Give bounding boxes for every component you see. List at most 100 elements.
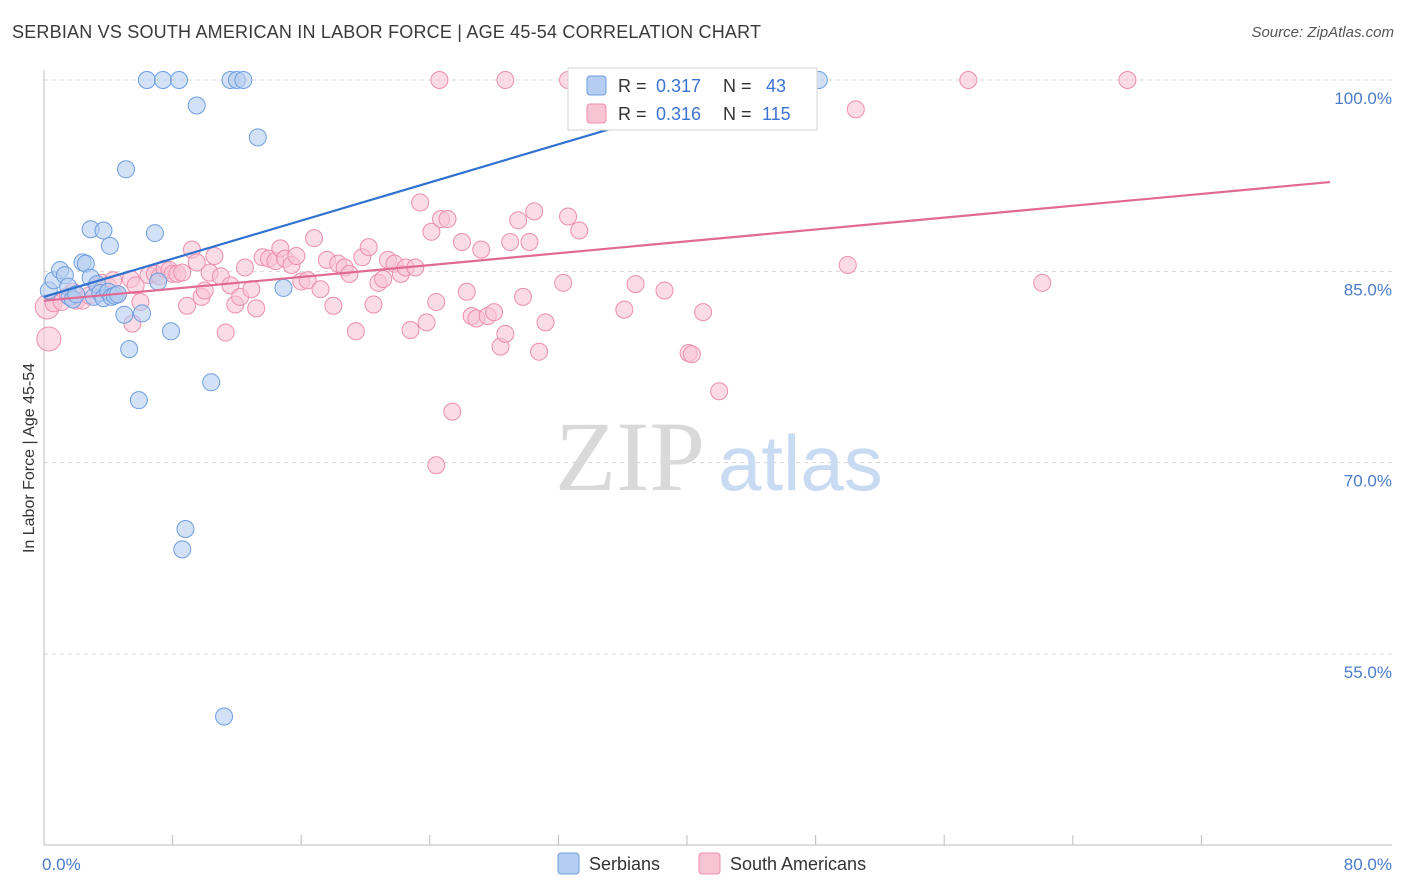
y-tick-labels: 55.0% 70.0% 85.0% 100.0% bbox=[1334, 89, 1392, 682]
south-american-point-26 bbox=[178, 296, 197, 315]
south-american-point-38 bbox=[235, 258, 254, 277]
south-american-point-51 bbox=[311, 280, 330, 299]
legend-n-label-2: N = bbox=[723, 104, 752, 124]
legend-r-label-2: R = bbox=[618, 104, 647, 124]
legend-r-label-1: R = bbox=[618, 76, 647, 96]
south-american-point-1 bbox=[36, 326, 62, 352]
watermark: ZIP atlas bbox=[555, 401, 883, 512]
south-american-point-84 bbox=[496, 324, 515, 343]
bottom-legend-swatch-serbians bbox=[557, 852, 580, 875]
south-american-point-88 bbox=[520, 232, 539, 251]
y-tick-label-55: 55.0% bbox=[1344, 663, 1392, 682]
serbian-point-25 bbox=[129, 391, 148, 410]
serbian-point-30 bbox=[153, 71, 172, 89]
south-american-point-28 bbox=[187, 253, 206, 272]
chart-title: SERBIAN VS SOUTH AMERICAN IN LABOR FORCE… bbox=[12, 22, 762, 42]
watermark-zip: ZIP bbox=[555, 401, 705, 512]
south-american-point-87 bbox=[514, 287, 533, 306]
serbian-point-27 bbox=[137, 71, 156, 89]
legend-r-value-1: 0.317 bbox=[656, 76, 701, 96]
south-american-point-57 bbox=[346, 322, 365, 341]
south-american-point-80 bbox=[472, 240, 491, 259]
bottom-legend-serbians: Serbians bbox=[589, 854, 660, 874]
south-american-point-105 bbox=[710, 382, 729, 401]
south-american-point-77 bbox=[457, 282, 476, 301]
legend-n-label-1: N = bbox=[723, 76, 752, 96]
south-american-point-107 bbox=[846, 100, 865, 119]
watermark-atlas: atlas bbox=[718, 419, 883, 507]
serbian-point-29 bbox=[149, 272, 168, 291]
south-american-point-74 bbox=[438, 210, 457, 229]
x-ticks bbox=[172, 835, 1202, 845]
south-american-point-47 bbox=[287, 247, 306, 266]
south-american-point-103 bbox=[682, 345, 701, 364]
south-american-point-96 bbox=[430, 71, 449, 89]
south-american-points bbox=[34, 71, 1137, 475]
south-american-point-89 bbox=[525, 202, 544, 221]
south-american-point-97 bbox=[496, 71, 515, 89]
south-american-point-100 bbox=[626, 275, 645, 294]
south-american-trend-line bbox=[43, 180, 1331, 302]
legend-n-value-2: 115 bbox=[762, 104, 791, 124]
serbian-point-40 bbox=[234, 71, 253, 89]
serbian-point-35 bbox=[187, 96, 206, 115]
serbian-point-33 bbox=[173, 540, 192, 559]
legend-frame bbox=[567, 67, 818, 131]
legend-box: R = 0.317 N = 43 R = 0.316 N = 115 bbox=[567, 67, 818, 131]
south-american-point-92 bbox=[554, 273, 573, 292]
serbian-point-23 bbox=[115, 305, 134, 324]
legend-n-value-1: 43 bbox=[766, 76, 786, 96]
bottom-legend-south-americans: South Americans bbox=[730, 854, 866, 874]
y-axis-label: In Labor Force | Age 45-54 bbox=[21, 363, 38, 553]
serbian-point-22 bbox=[116, 160, 135, 179]
south-american-point-53 bbox=[324, 296, 343, 315]
south-american-point-16 bbox=[126, 276, 145, 295]
south-american-point-93 bbox=[559, 207, 578, 226]
south-american-point-110 bbox=[1118, 71, 1137, 89]
south-american-point-109 bbox=[1033, 273, 1052, 292]
south-american-point-69 bbox=[411, 193, 430, 212]
south-american-point-94 bbox=[570, 221, 589, 240]
south-american-point-91 bbox=[536, 313, 555, 332]
legend-swatch-south-americans bbox=[586, 103, 607, 124]
south-american-point-72 bbox=[427, 292, 446, 311]
south-american-point-71 bbox=[422, 222, 441, 241]
serbian-point-41 bbox=[248, 128, 267, 147]
south-american-point-82 bbox=[485, 303, 504, 322]
south-american-point-70 bbox=[417, 313, 436, 332]
south-american-point-101 bbox=[655, 281, 674, 300]
south-american-point-34 bbox=[216, 323, 235, 342]
south-american-point-25 bbox=[173, 263, 192, 282]
serbian-point-21 bbox=[100, 236, 119, 255]
south-american-point-95 bbox=[427, 456, 446, 475]
south-american-point-106 bbox=[838, 255, 857, 274]
south-american-point-67 bbox=[401, 321, 420, 340]
serbian-point-34 bbox=[176, 519, 195, 538]
serbian-point-24 bbox=[120, 340, 139, 359]
south-american-point-59 bbox=[359, 238, 378, 257]
legend-r-value-2: 0.316 bbox=[656, 104, 701, 124]
south-american-point-99 bbox=[615, 300, 634, 319]
serbian-point-31 bbox=[161, 322, 180, 341]
south-american-point-62 bbox=[374, 269, 393, 288]
serbian-point-28 bbox=[145, 224, 164, 243]
serbian-point-37 bbox=[215, 707, 234, 726]
south-american-point-90 bbox=[530, 342, 549, 361]
legend-swatch-serbians bbox=[586, 75, 607, 96]
axes bbox=[43, 70, 1392, 846]
serbian-point-36 bbox=[202, 373, 221, 392]
south-american-point-60 bbox=[364, 295, 383, 314]
south-american-point-108 bbox=[959, 71, 978, 89]
south-american-point-85 bbox=[501, 232, 520, 251]
x-tick-label-max: 80.0% bbox=[1344, 855, 1392, 874]
south-american-point-35 bbox=[221, 276, 240, 295]
south-american-point-40 bbox=[247, 299, 266, 318]
south-american-point-76 bbox=[452, 232, 471, 251]
south-american-point-32 bbox=[205, 247, 224, 266]
south-american-point-39 bbox=[242, 280, 261, 299]
serbian-points bbox=[39, 71, 828, 726]
bottom-legend-swatch-south-americans bbox=[698, 852, 721, 875]
serbian-point-42 bbox=[274, 278, 293, 297]
serbian-point-26 bbox=[133, 304, 152, 323]
